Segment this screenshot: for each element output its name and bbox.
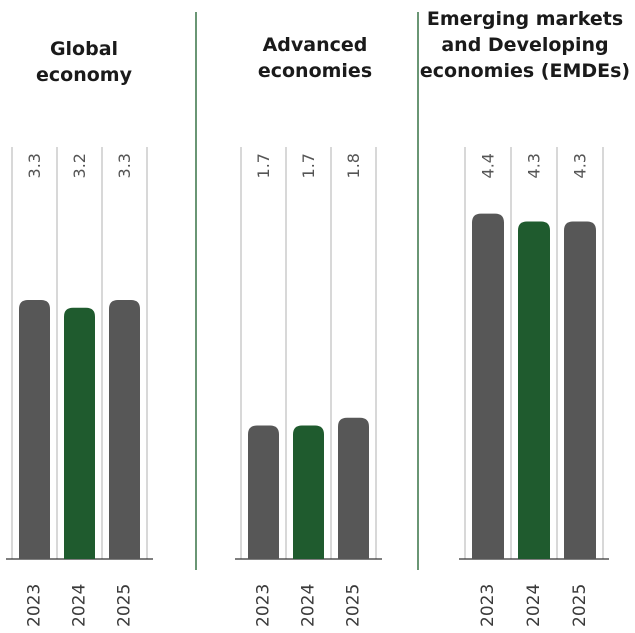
value-label: 1.8	[344, 153, 363, 178]
chart-title-line: economy	[36, 64, 133, 86]
chart-title-line: and Developing	[441, 34, 608, 56]
value-label: 3.3	[25, 153, 44, 178]
year-tick-label: 2023	[254, 584, 274, 627]
bar-2025	[338, 417, 369, 559]
year-tick-label: 2025	[115, 584, 135, 627]
year-tick-label: 2024	[70, 584, 90, 627]
chart-title-line: Emerging markets	[427, 8, 623, 30]
value-label: 4.3	[525, 153, 544, 178]
value-label: 1.7	[299, 153, 318, 178]
chart-title-line: Advanced	[263, 34, 368, 56]
bar-2023	[248, 425, 279, 559]
year-tick-label: 2024	[299, 584, 319, 627]
year-tick-label: 2023	[25, 584, 45, 627]
value-label: 3.3	[115, 153, 134, 178]
bar-2025	[109, 299, 140, 559]
bar-2024	[293, 425, 324, 559]
year-tick-label: 2025	[570, 584, 590, 627]
bar-2025	[564, 221, 596, 559]
year-tick-label: 2025	[344, 584, 364, 627]
bar-2024	[518, 221, 550, 559]
value-label: 4.4	[479, 153, 498, 178]
chart-title-line: Global	[50, 38, 118, 60]
value-label: 3.2	[70, 153, 89, 178]
bar-2023	[472, 213, 504, 559]
chart-title-line: economies	[258, 60, 372, 82]
bar-2023	[19, 299, 50, 559]
year-tick-label: 2024	[524, 584, 544, 627]
value-label: 4.3	[571, 153, 590, 178]
year-tick-label: 2023	[478, 584, 498, 627]
bar-2024	[64, 307, 95, 559]
chart-title-line: economies (EMDEs)	[420, 60, 630, 82]
value-label: 1.7	[254, 153, 273, 178]
